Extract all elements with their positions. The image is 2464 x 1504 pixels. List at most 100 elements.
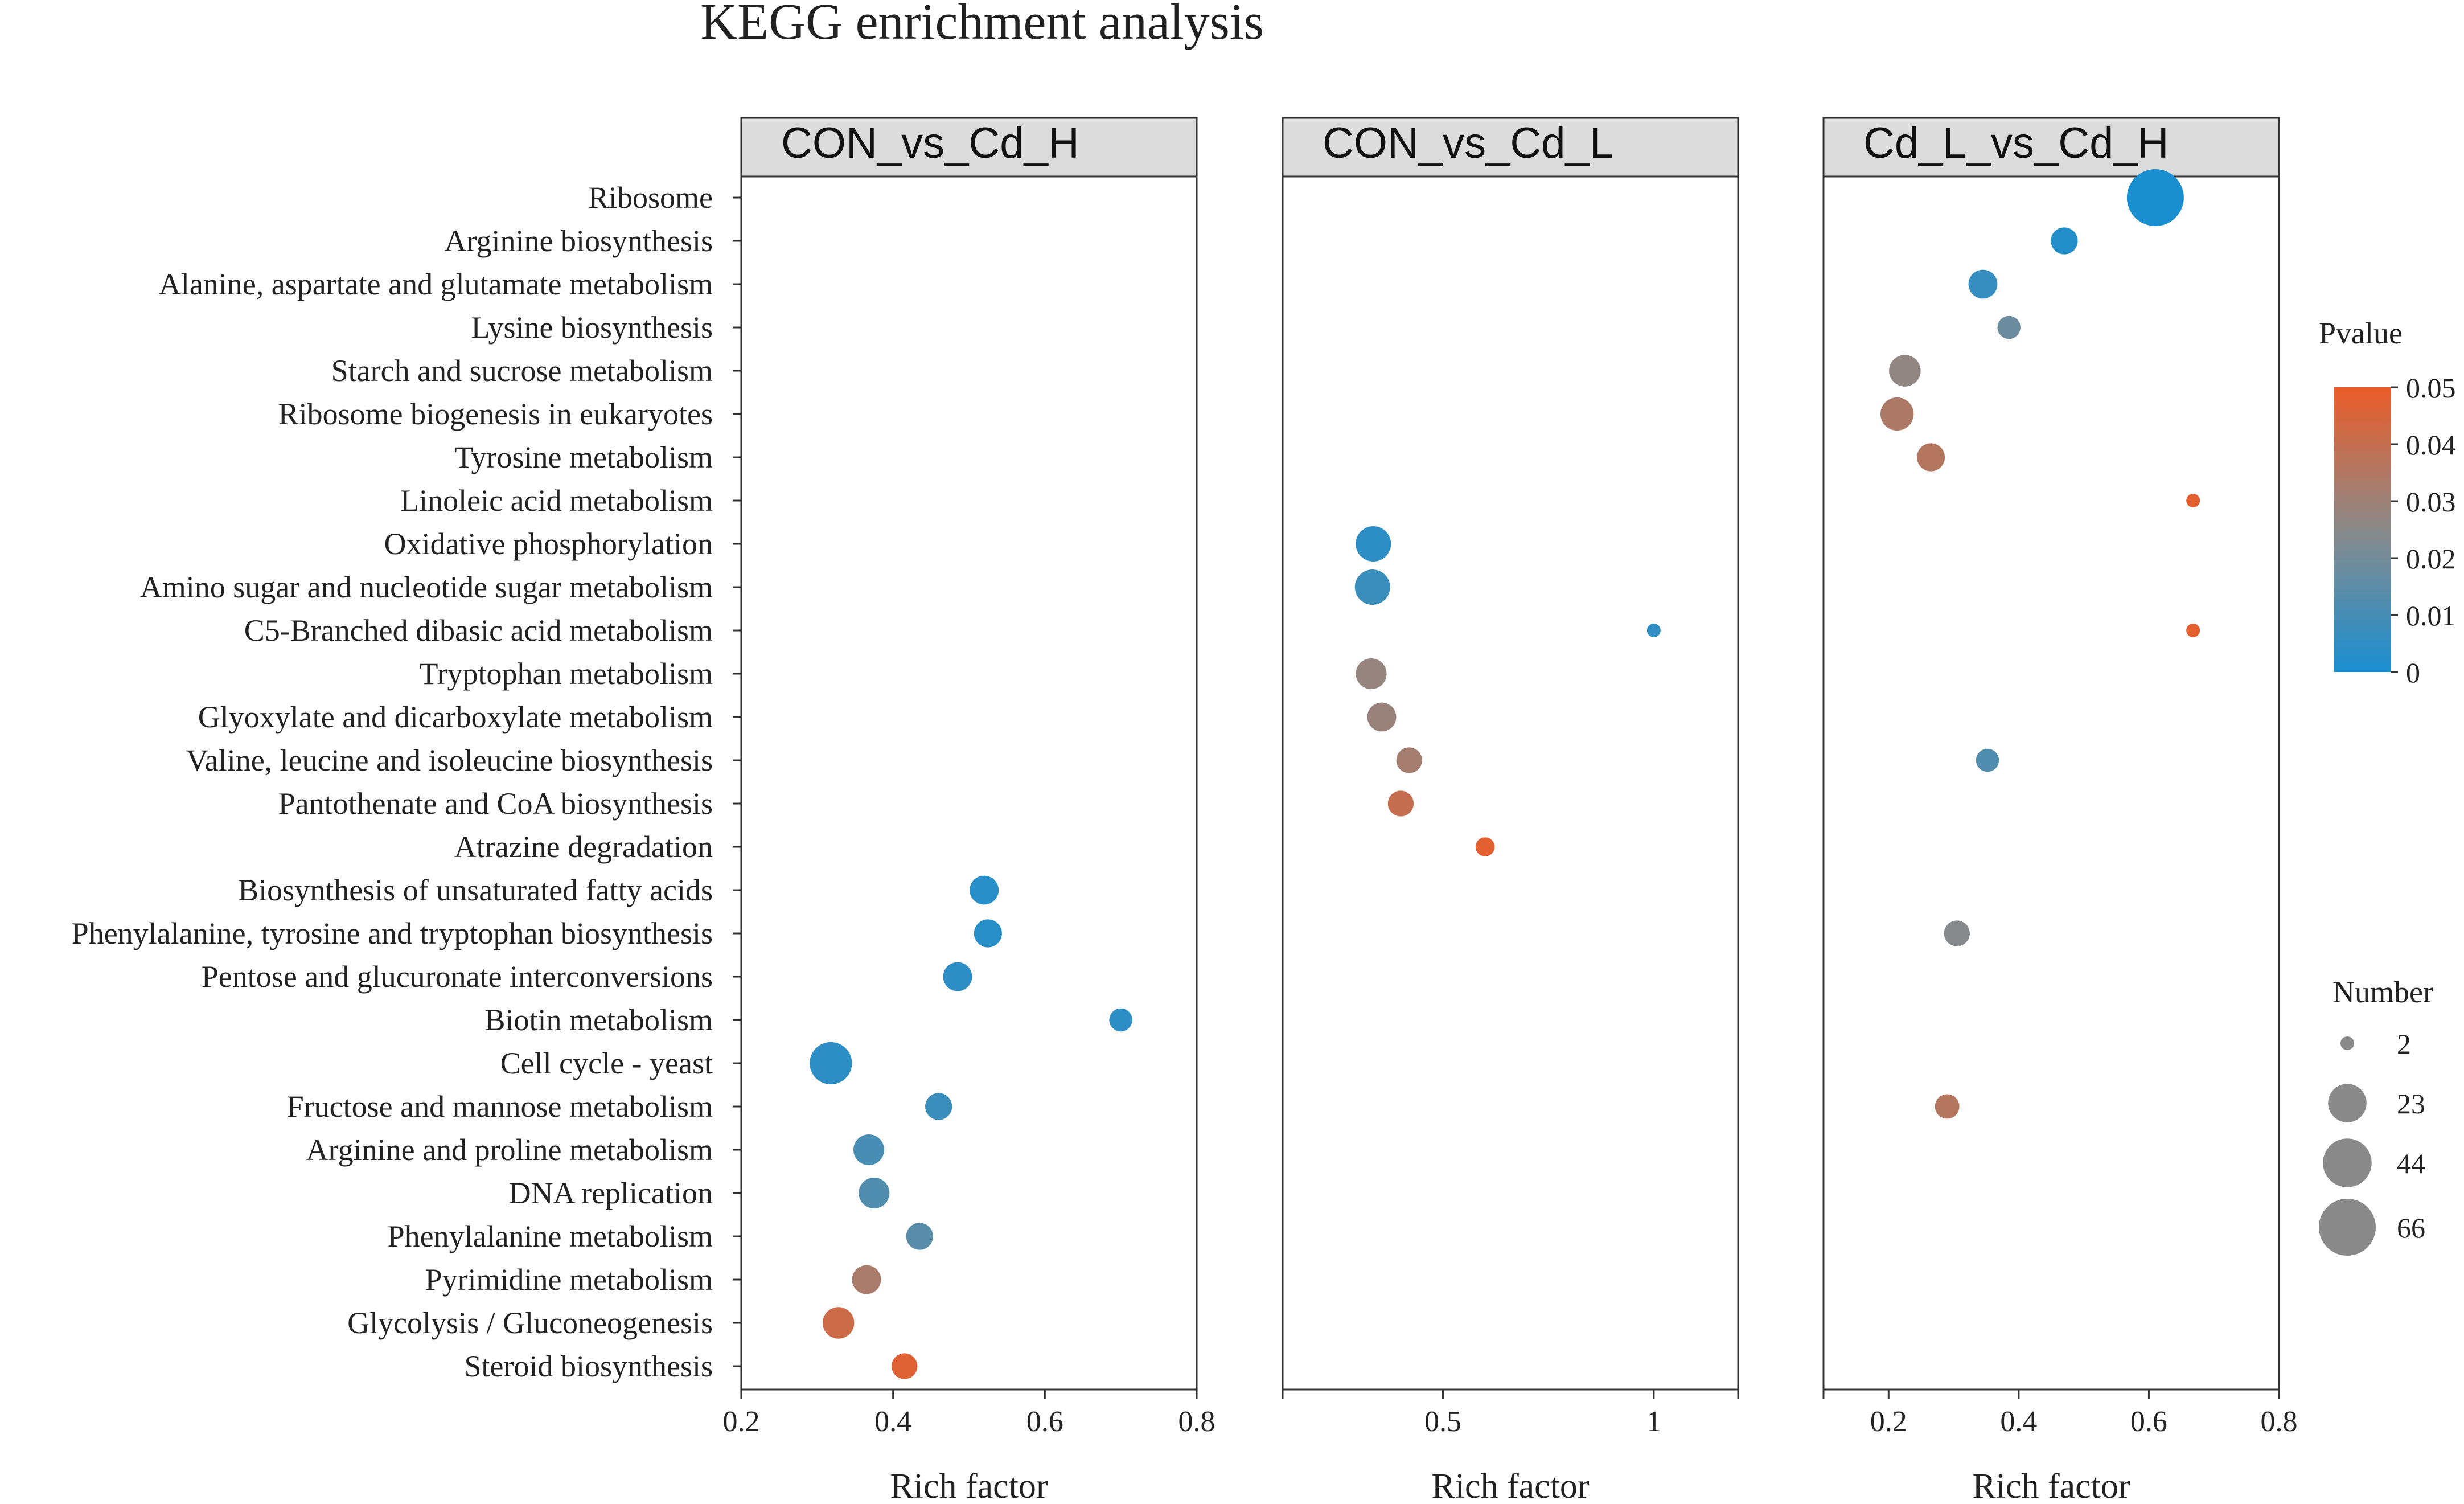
data-point (1917, 443, 1945, 472)
colorbar-tick-label: 0 (2406, 657, 2420, 689)
size-swatch (2340, 1036, 2354, 1050)
pathway-label: Glyoxylate and dicarboxylate metabolism (198, 700, 713, 734)
data-point (943, 962, 972, 991)
x-tick-label: 0.2 (1870, 1405, 1907, 1438)
pathway-label: Atrazine degradation (454, 830, 713, 864)
pathway-label: Arginine and proline metabolism (306, 1133, 713, 1167)
data-point (1356, 658, 1387, 690)
pathway-label: Ribosome biogenesis in eukaryotes (278, 397, 713, 431)
pathway-label: Linoleic acid metabolism (400, 483, 713, 518)
pathway-label: Pentose and glucuronate interconversions (202, 960, 713, 994)
colorbar-tick-label: 0.01 (2406, 600, 2456, 632)
pathway-label: Amino sugar and nucleotide sugar metabol… (140, 570, 713, 604)
x-tick-label: 0.6 (2130, 1405, 2167, 1438)
data-point (906, 1223, 933, 1250)
pathway-label: Pyrimidine metabolism (425, 1263, 713, 1297)
x-tick-label: 0.8 (2261, 1405, 2298, 1438)
x-tick-label: 0.6 (1026, 1405, 1063, 1438)
data-point (852, 1265, 881, 1294)
data-point (822, 1307, 855, 1339)
pathway-label: Biosynthesis of unsaturated fatty acids (238, 873, 713, 907)
pathway-label: Alanine, aspartate and glutamate metabol… (159, 267, 713, 301)
pathway-label: Cell cycle - yeast (500, 1046, 713, 1080)
data-point (1889, 355, 1921, 387)
panel-strip-label: CON_vs_Cd_L (1323, 119, 1613, 167)
pvalue-legend: Pvalue 0 0.01 0.02 0.03 0.04 0.05 (2319, 316, 2456, 689)
data-point (853, 1134, 885, 1166)
pathway-label: Valine, leucine and isoleucine biosynthe… (186, 743, 713, 777)
x-tick-label: 1 (1646, 1405, 1661, 1438)
data-point (1976, 748, 1999, 772)
size-swatch (2323, 1138, 2372, 1187)
data-point (1475, 837, 1495, 856)
data-point (1646, 624, 1661, 637)
pathway-label: Phenylalanine, tyrosine and tryptophan b… (72, 916, 713, 950)
x-tick-label: 0.4 (2000, 1405, 2037, 1438)
colorbar-tick-label: 0.04 (2406, 429, 2456, 461)
data-point (970, 875, 999, 905)
x-axis-label: Rich factor (1972, 1467, 2130, 1504)
data-point (925, 1093, 952, 1120)
size-swatch (2319, 1199, 2376, 1256)
x-axis-label: Rich factor (890, 1467, 1048, 1504)
size-label: 66 (2397, 1212, 2425, 1244)
pathway-label: Fructose and mannose metabolism (287, 1089, 713, 1124)
facet-panels: CON_vs_Cd_H 0.2 0.4 0.6 0.8 Rich factor CON_vs… (723, 117, 2298, 1504)
pathway-label: Tryptophan metabolism (419, 657, 713, 691)
pathway-label: Glycolysis / Gluconeogenesis (347, 1306, 713, 1340)
data-point (1356, 526, 1391, 562)
panel-strip (1822, 117, 2280, 178)
x-tick-label: 0.8 (1178, 1405, 1215, 1438)
data-point (1387, 790, 1414, 817)
data-point (859, 1177, 890, 1209)
data-point (1880, 397, 1914, 431)
colorbar-tick-label: 0.02 (2406, 543, 2456, 575)
data-point (1396, 747, 1422, 773)
x-axis-label: Rich factor (1431, 1467, 1590, 1504)
data-point (1968, 269, 1998, 299)
size-label: 2 (2397, 1028, 2411, 1060)
pathway-labels: Ribosome Arginine biosynthesis Alanine, as… (72, 181, 741, 1383)
panel-Cd_L_vs_Cd_H: Cd_L_vs_Cd_H 0.2 0.4 0.6 0.8 Rich factor (1822, 117, 2298, 1504)
size-label: 44 (2397, 1148, 2425, 1179)
panel-strip (740, 117, 1198, 178)
pathway-label: C5-Branched dibasic acid metabolism (244, 613, 713, 648)
data-point (1997, 315, 2021, 339)
legend-title: Number (2332, 975, 2433, 1009)
size-swatch (2328, 1084, 2367, 1122)
x-tick-label: 0.2 (723, 1405, 760, 1438)
pathway-label: Pantothenate and CoA biosynthesis (278, 786, 713, 821)
colorbar-tick-label: 0.05 (2406, 372, 2456, 404)
panel-CON_vs_Cd_H: CON_vs_Cd_H 0.2 0.4 0.6 0.8 Rich factor (723, 117, 1215, 1504)
data-point (1109, 1008, 1132, 1032)
data-point (2126, 169, 2184, 226)
panel-frame (1822, 175, 2280, 1391)
data-point (1935, 1094, 1960, 1119)
data-point (2186, 494, 2200, 507)
pathway-label: Oxidative phosphorylation (384, 527, 713, 561)
pathway-label: DNA replication (509, 1176, 713, 1210)
data-point (810, 1042, 852, 1085)
panel-CON_vs_Cd_L: CON_vs_Cd_L 0.5 1 Rich factor (1282, 117, 1739, 1504)
pathway-label: Ribosome (588, 181, 713, 215)
size-label: 23 (2397, 1088, 2425, 1120)
panel-strip-label: CON_vs_Cd_H (781, 119, 1079, 167)
data-point (1367, 702, 1397, 732)
number-legend: Number 2 23 44 66 (2319, 975, 2433, 1256)
colorbar-tick-label: 0.03 (2406, 486, 2456, 518)
pathway-label: Biotin metabolism (485, 1003, 713, 1037)
pathway-label: Arginine biosynthesis (445, 224, 713, 258)
pathway-label: Lysine biosynthesis (471, 310, 713, 345)
panel-strip-label: Cd_L_vs_Cd_H (1863, 119, 2169, 167)
data-point (892, 1353, 918, 1379)
pathway-label: Steroid biosynthesis (464, 1349, 713, 1383)
panel-frame (740, 175, 1198, 1391)
data-point (974, 919, 1002, 948)
pathway-label: Starch and sucrose metabolism (331, 354, 713, 388)
panel-strip (1282, 117, 1739, 178)
legend-title: Pvalue (2319, 316, 2403, 350)
data-point (2186, 624, 2200, 637)
pathway-label: Tyrosine metabolism (454, 440, 713, 474)
chart-title: KEGG enrichment analysis (700, 0, 1264, 50)
